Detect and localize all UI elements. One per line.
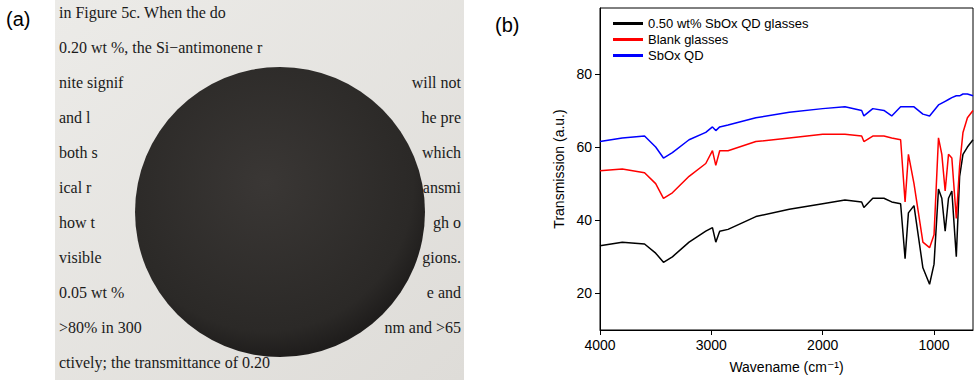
svg-text:Wavename (cm⁻¹): Wavename (cm⁻¹) bbox=[729, 359, 843, 375]
svg-text:3000: 3000 bbox=[696, 337, 727, 353]
svg-text:visible: visible bbox=[59, 249, 102, 266]
svg-text:gions.: gions. bbox=[422, 249, 461, 267]
svg-text:ical r: ical r bbox=[59, 179, 92, 196]
svg-text:(a): (a) bbox=[6, 8, 30, 30]
svg-text:1000: 1000 bbox=[918, 337, 949, 353]
svg-text:nite signif: nite signif bbox=[59, 74, 124, 92]
svg-text:Blank glasses: Blank glasses bbox=[648, 32, 729, 47]
svg-text:ctively; the transmittance of: ctively; the transmittance of 0.20 bbox=[59, 354, 270, 372]
svg-text:gh o: gh o bbox=[433, 214, 461, 232]
svg-text:40: 40 bbox=[576, 212, 592, 228]
svg-text:4000: 4000 bbox=[584, 337, 615, 353]
svg-text:0.20 wt %, the Si−antimonene r: 0.20 wt %, the Si−antimonene r bbox=[59, 39, 263, 56]
svg-text:(b): (b) bbox=[495, 14, 519, 36]
svg-text:and l: and l bbox=[59, 109, 91, 126]
svg-text:2000: 2000 bbox=[807, 337, 838, 353]
svg-text:which: which bbox=[422, 144, 461, 161]
svg-text:in Figure 5c. When the do: in Figure 5c. When the do bbox=[59, 4, 226, 22]
svg-text:e and: e and bbox=[427, 284, 461, 301]
svg-text:0.50 wt% SbOx QD glasses: 0.50 wt% SbOx QD glasses bbox=[648, 16, 809, 31]
svg-text:he pre: he pre bbox=[421, 109, 461, 127]
svg-text:20: 20 bbox=[576, 285, 592, 301]
svg-text:Transmission (a.u.): Transmission (a.u.) bbox=[551, 109, 567, 228]
svg-text:60: 60 bbox=[576, 139, 592, 155]
svg-text:ansmi: ansmi bbox=[423, 179, 462, 196]
svg-text:80: 80 bbox=[576, 66, 592, 82]
svg-text:will not: will not bbox=[412, 74, 462, 91]
svg-text:SbOx QD: SbOx QD bbox=[648, 48, 704, 63]
svg-text:both s: both s bbox=[59, 144, 98, 161]
svg-text:how t: how t bbox=[59, 214, 96, 231]
svg-text:>80% in 300: >80% in 300 bbox=[59, 319, 142, 336]
svg-text:nm and >65: nm and >65 bbox=[384, 319, 461, 336]
svg-text:0.05 wt %: 0.05 wt % bbox=[59, 284, 124, 301]
